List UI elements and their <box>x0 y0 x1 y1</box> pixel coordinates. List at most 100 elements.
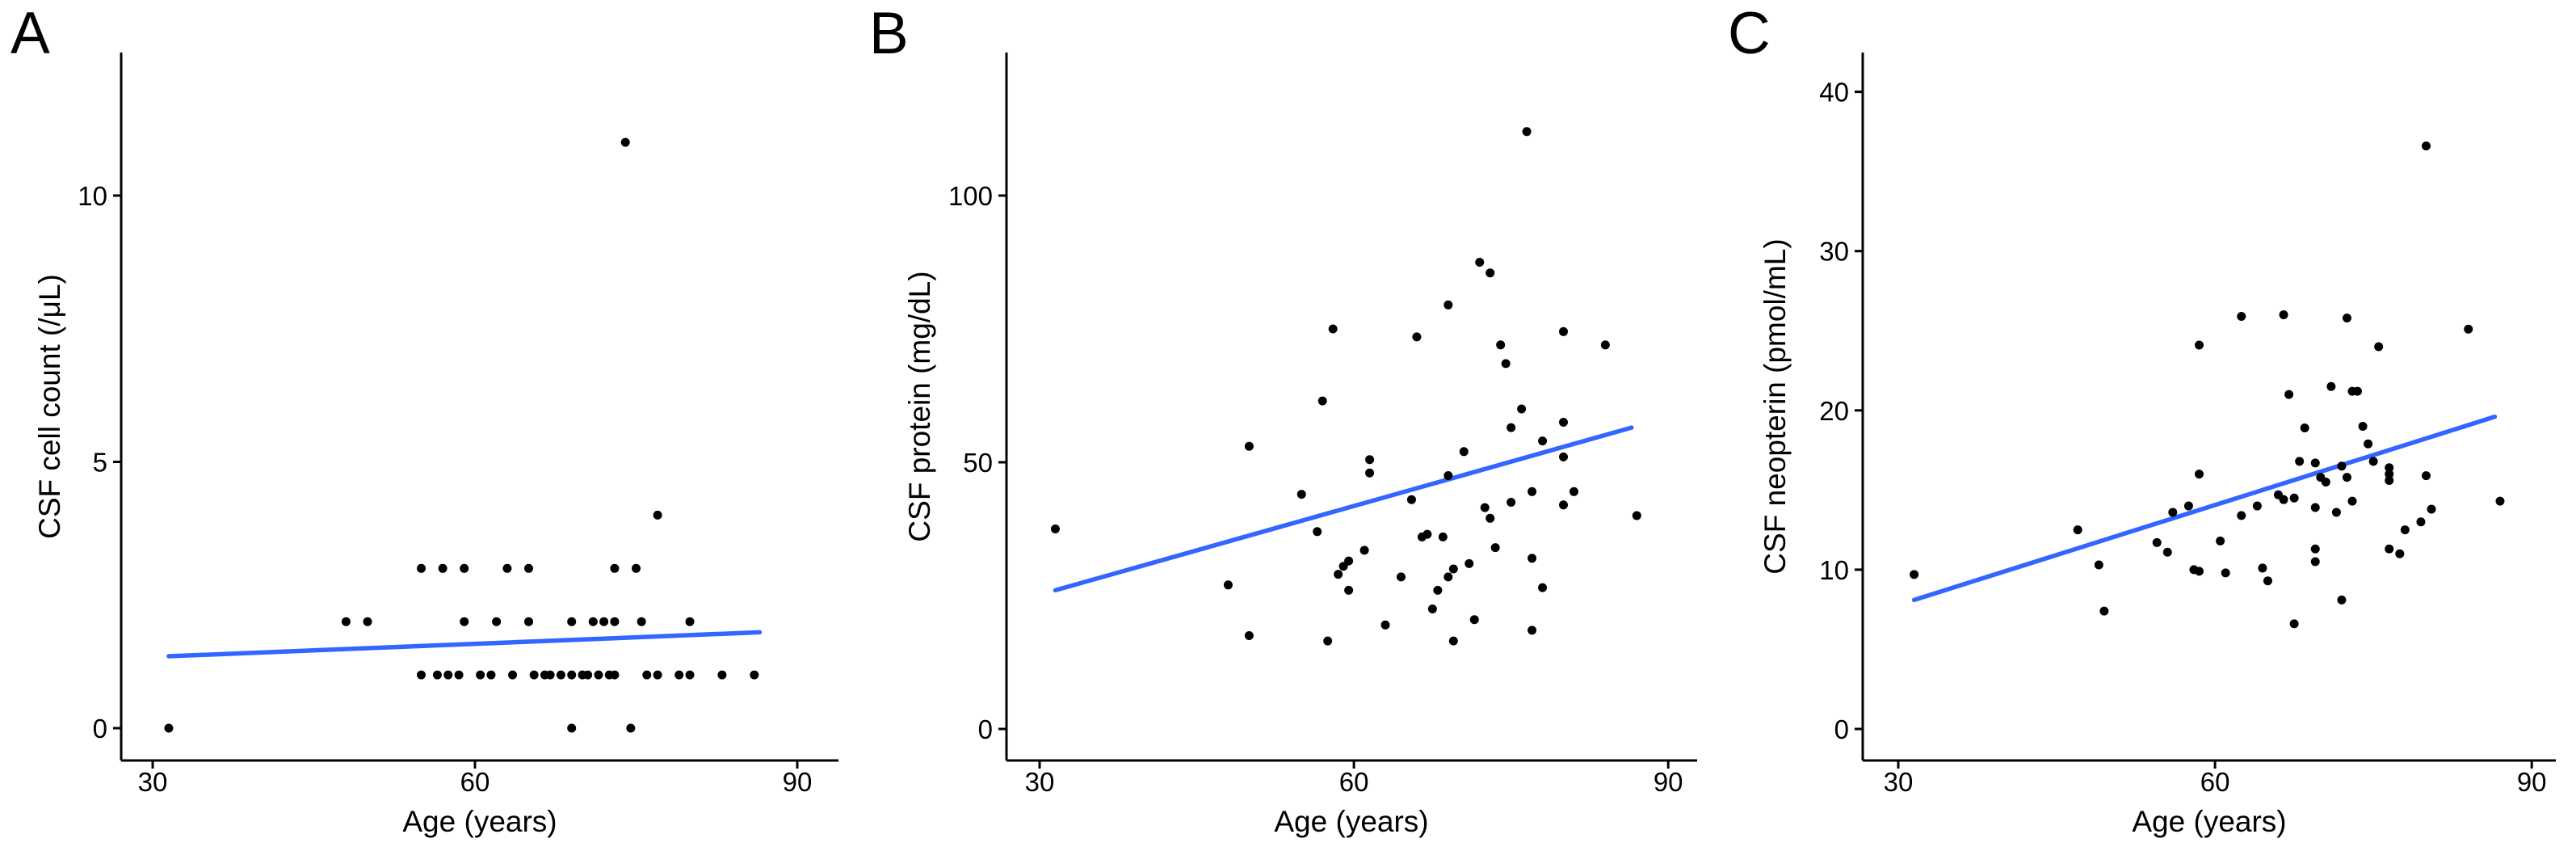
data-point <box>2094 560 2103 570</box>
y-axis-title: CSF cell count (/μL) <box>33 274 66 539</box>
data-point <box>2289 493 2299 503</box>
panel-letter-c: C <box>1728 1 1771 66</box>
data-point <box>1344 585 1354 595</box>
data-point <box>1528 626 1537 635</box>
data-point <box>1469 615 1479 625</box>
panel-letter-a: A <box>11 1 50 66</box>
panel-b-csf-protein: B CSF protein (mg/dL) 30 60 90 0 50 100 Age (… <box>859 0 1717 851</box>
data-point <box>632 563 641 573</box>
data-point <box>454 670 464 680</box>
data-point <box>486 670 496 680</box>
data-point <box>1600 340 1610 350</box>
data-point <box>1569 487 1578 496</box>
data-point <box>1313 527 1322 537</box>
data-point <box>2168 508 2178 517</box>
data-point <box>545 670 555 680</box>
data-point <box>2279 495 2288 504</box>
data-point <box>1244 441 1254 451</box>
data-point <box>417 563 426 573</box>
data-point <box>1334 570 1343 579</box>
data-point <box>460 617 469 626</box>
data-point <box>443 670 453 680</box>
data-point <box>1522 127 1532 137</box>
x-tick-label: 60 <box>2200 767 2230 797</box>
data-point <box>341 617 351 626</box>
data-point <box>2289 619 2299 629</box>
data-point <box>1486 268 1495 278</box>
data-point <box>492 617 502 626</box>
data-point <box>653 670 662 680</box>
data-point <box>2099 606 2109 616</box>
data-point <box>2162 547 2172 557</box>
data-point <box>1438 532 1448 541</box>
data-point <box>432 670 442 680</box>
data-point <box>2194 470 2204 479</box>
y-tick-label: 5 <box>93 448 107 478</box>
data-point <box>2422 141 2431 151</box>
y-tick-label: 0 <box>1834 714 1849 744</box>
x-axis-title: Age (years) <box>402 805 557 838</box>
x-tick-label: 90 <box>783 767 813 797</box>
data-point <box>610 563 620 573</box>
data-point <box>438 563 448 573</box>
data-point <box>164 723 174 733</box>
data-point <box>1443 572 1453 582</box>
data-point <box>1359 546 1369 555</box>
data-point <box>2258 563 2267 573</box>
data-point <box>2337 461 2347 471</box>
data-point <box>685 670 695 680</box>
data-point <box>1480 503 1490 512</box>
data-point <box>2342 473 2351 482</box>
data-point <box>1501 359 1511 369</box>
data-point <box>2353 386 2363 396</box>
data-point <box>1517 404 1527 414</box>
data-point <box>1050 525 1060 533</box>
data-point <box>2326 381 2336 391</box>
x-tick-label: 30 <box>1025 767 1055 797</box>
data-point <box>583 670 593 680</box>
data-point <box>588 617 598 626</box>
scatter-plot-protein: 30 60 90 0 50 100 <box>948 53 1697 797</box>
data-point <box>1328 324 1338 334</box>
data-point <box>750 670 759 680</box>
x-axis-title: Age (years) <box>2132 805 2287 838</box>
panel-c-csf-neopterin: C CSF neopterin (pmol/mL) 30 60 90 0 10 20 30 4… <box>1717 0 2576 851</box>
data-point <box>1496 340 1506 350</box>
x-tick-label: 60 <box>460 767 490 797</box>
data-point <box>610 617 620 626</box>
data-point <box>476 670 485 680</box>
data-point <box>2284 390 2294 399</box>
data-point <box>567 670 577 680</box>
data-point <box>2194 340 2204 350</box>
data-point <box>1459 447 1469 457</box>
data-point <box>1559 500 1568 510</box>
data-point <box>556 670 565 680</box>
data-point <box>1323 636 1333 646</box>
y-tick-label: 50 <box>963 448 993 478</box>
data-point <box>1490 543 1500 553</box>
x-tick-label: 90 <box>1654 767 1683 797</box>
data-point <box>1317 396 1327 406</box>
data-point <box>1559 326 1568 336</box>
y-tick-label: 0 <box>978 714 993 744</box>
data-point <box>626 723 636 733</box>
data-point <box>2495 496 2505 506</box>
data-point <box>2427 504 2436 514</box>
data-point <box>2337 595 2347 605</box>
data-point <box>2073 525 2082 535</box>
data-point <box>2358 422 2368 432</box>
data-point <box>685 617 695 626</box>
trend-line <box>1911 414 2498 603</box>
data-point <box>2216 536 2225 546</box>
data-point <box>1396 572 1406 582</box>
data-point <box>1910 570 1919 579</box>
x-tick-label: 30 <box>1884 767 1914 797</box>
data-point <box>1380 620 1390 630</box>
x-tick-label: 90 <box>2517 767 2547 797</box>
data-point <box>2374 342 2384 352</box>
data-point <box>594 670 603 680</box>
data-point <box>524 617 533 626</box>
data-point <box>417 670 426 680</box>
scatter-plot-neopterin: 30 60 90 0 10 20 30 40 <box>1819 53 2556 797</box>
data-point <box>2152 537 2162 547</box>
